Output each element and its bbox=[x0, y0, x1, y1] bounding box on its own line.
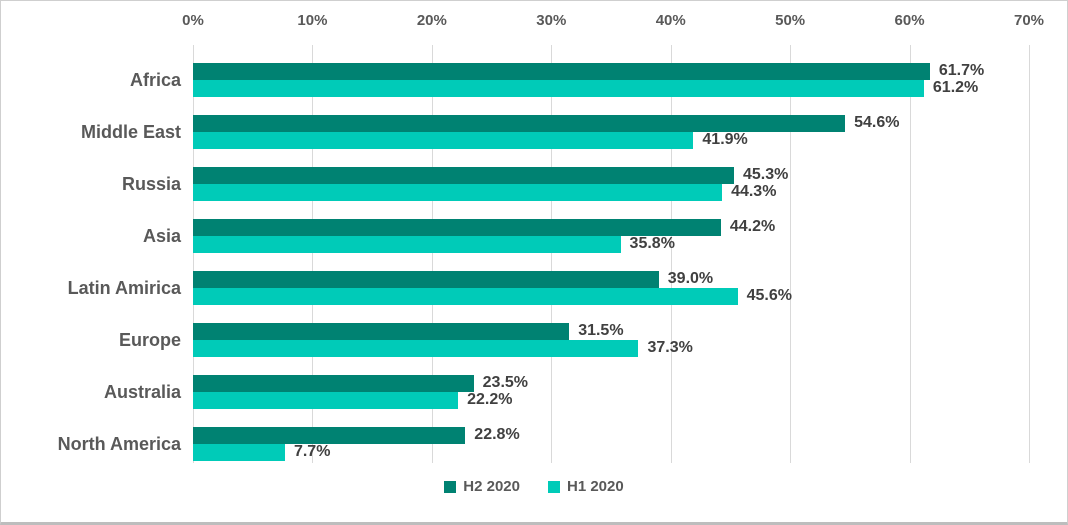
bar-asia-h2-2020 bbox=[193, 219, 721, 236]
bar-russia-h2-2020 bbox=[193, 167, 734, 184]
category-label-russia: Russia bbox=[121, 174, 181, 194]
x-axis-tick-label: 50% bbox=[775, 12, 806, 29]
bar-europe-h2-2020 bbox=[193, 323, 570, 340]
bar-value-label: 41.9% bbox=[702, 131, 748, 148]
bar-value-label: 22.2% bbox=[467, 391, 513, 408]
category-label-africa: Africa bbox=[129, 70, 181, 90]
bar-value-label: 61.7% bbox=[938, 62, 985, 79]
bar-north-america-h2-2020 bbox=[193, 427, 466, 444]
gridline bbox=[551, 45, 553, 463]
x-axis-tick-label: 40% bbox=[655, 12, 686, 29]
legend-item-h1-2020: H1 2020 bbox=[548, 478, 624, 495]
bar-value-label: 44.2% bbox=[729, 218, 776, 235]
x-axis-tick-label: 60% bbox=[894, 12, 925, 29]
gridline bbox=[312, 45, 314, 463]
bar-value-label: 31.5% bbox=[578, 322, 624, 339]
bar-value-label: 54.6% bbox=[854, 114, 900, 131]
bar-australia-h2-2020 bbox=[193, 375, 474, 392]
bar-value-label: 22.8% bbox=[474, 426, 520, 443]
legend-swatch-h1-2020 bbox=[548, 480, 560, 493]
bar-value-label: 37.3% bbox=[647, 339, 693, 356]
bar-middle-east-h2-2020 bbox=[193, 115, 846, 132]
gridline bbox=[909, 45, 911, 463]
bar-africa-h1-2020 bbox=[193, 80, 924, 97]
bar-russia-h1-2020 bbox=[193, 184, 723, 201]
x-axis-tick-label: 30% bbox=[536, 12, 567, 29]
bar-africa-h2-2020 bbox=[193, 63, 930, 80]
bar-latin-amirica-h2-2020 bbox=[193, 271, 659, 288]
bar-value-label: 23.5% bbox=[482, 374, 529, 391]
bar-latin-amirica-h1-2020 bbox=[193, 288, 738, 305]
legend-item-h2-2020: H2 2020 bbox=[444, 478, 520, 495]
legend-label-h1-2020: H1 2020 bbox=[567, 478, 624, 495]
bar-europe-h1-2020 bbox=[193, 340, 639, 357]
bar-north-america-h1-2020 bbox=[193, 444, 285, 461]
legend: H2 2020 H1 2020 bbox=[1, 478, 1067, 495]
bar-value-label: 7.7% bbox=[293, 443, 331, 460]
x-axis-tick-label: 20% bbox=[416, 12, 447, 29]
bar-value-label: 39.0% bbox=[667, 270, 714, 287]
x-axis-tick-label: 10% bbox=[297, 12, 328, 29]
bar-value-label: 35.8% bbox=[629, 235, 675, 252]
bar-middle-east-h1-2020 bbox=[193, 132, 694, 149]
category-label-europe: Europe bbox=[118, 330, 181, 350]
bar-value-label: 45.3% bbox=[743, 166, 789, 183]
gridline bbox=[790, 45, 792, 463]
gridline bbox=[1029, 45, 1030, 463]
x-axis-tick-label: 70% bbox=[1013, 12, 1045, 29]
gridline bbox=[431, 45, 433, 463]
category-label-middle-east: Middle East bbox=[80, 122, 181, 142]
category-label-latin-amirica: Latin Amirica bbox=[67, 278, 181, 298]
category-label-north-america: North America bbox=[57, 434, 181, 454]
bar-value-label: 44.3% bbox=[731, 183, 777, 200]
category-label-australia: Australia bbox=[103, 382, 181, 402]
legend-label-h2-2020: H2 2020 bbox=[463, 478, 520, 495]
bar-australia-h1-2020 bbox=[193, 392, 459, 409]
category-label-asia: Asia bbox=[142, 226, 181, 246]
x-axis-tick-label: 0% bbox=[182, 12, 204, 29]
legend-swatch-h2-2020 bbox=[444, 480, 457, 493]
bar-asia-h1-2020 bbox=[193, 236, 621, 253]
gridline bbox=[670, 45, 672, 463]
gridline bbox=[193, 45, 194, 463]
bar-value-label: 45.6% bbox=[746, 287, 792, 304]
bar-value-label: 61.2% bbox=[932, 79, 979, 96]
